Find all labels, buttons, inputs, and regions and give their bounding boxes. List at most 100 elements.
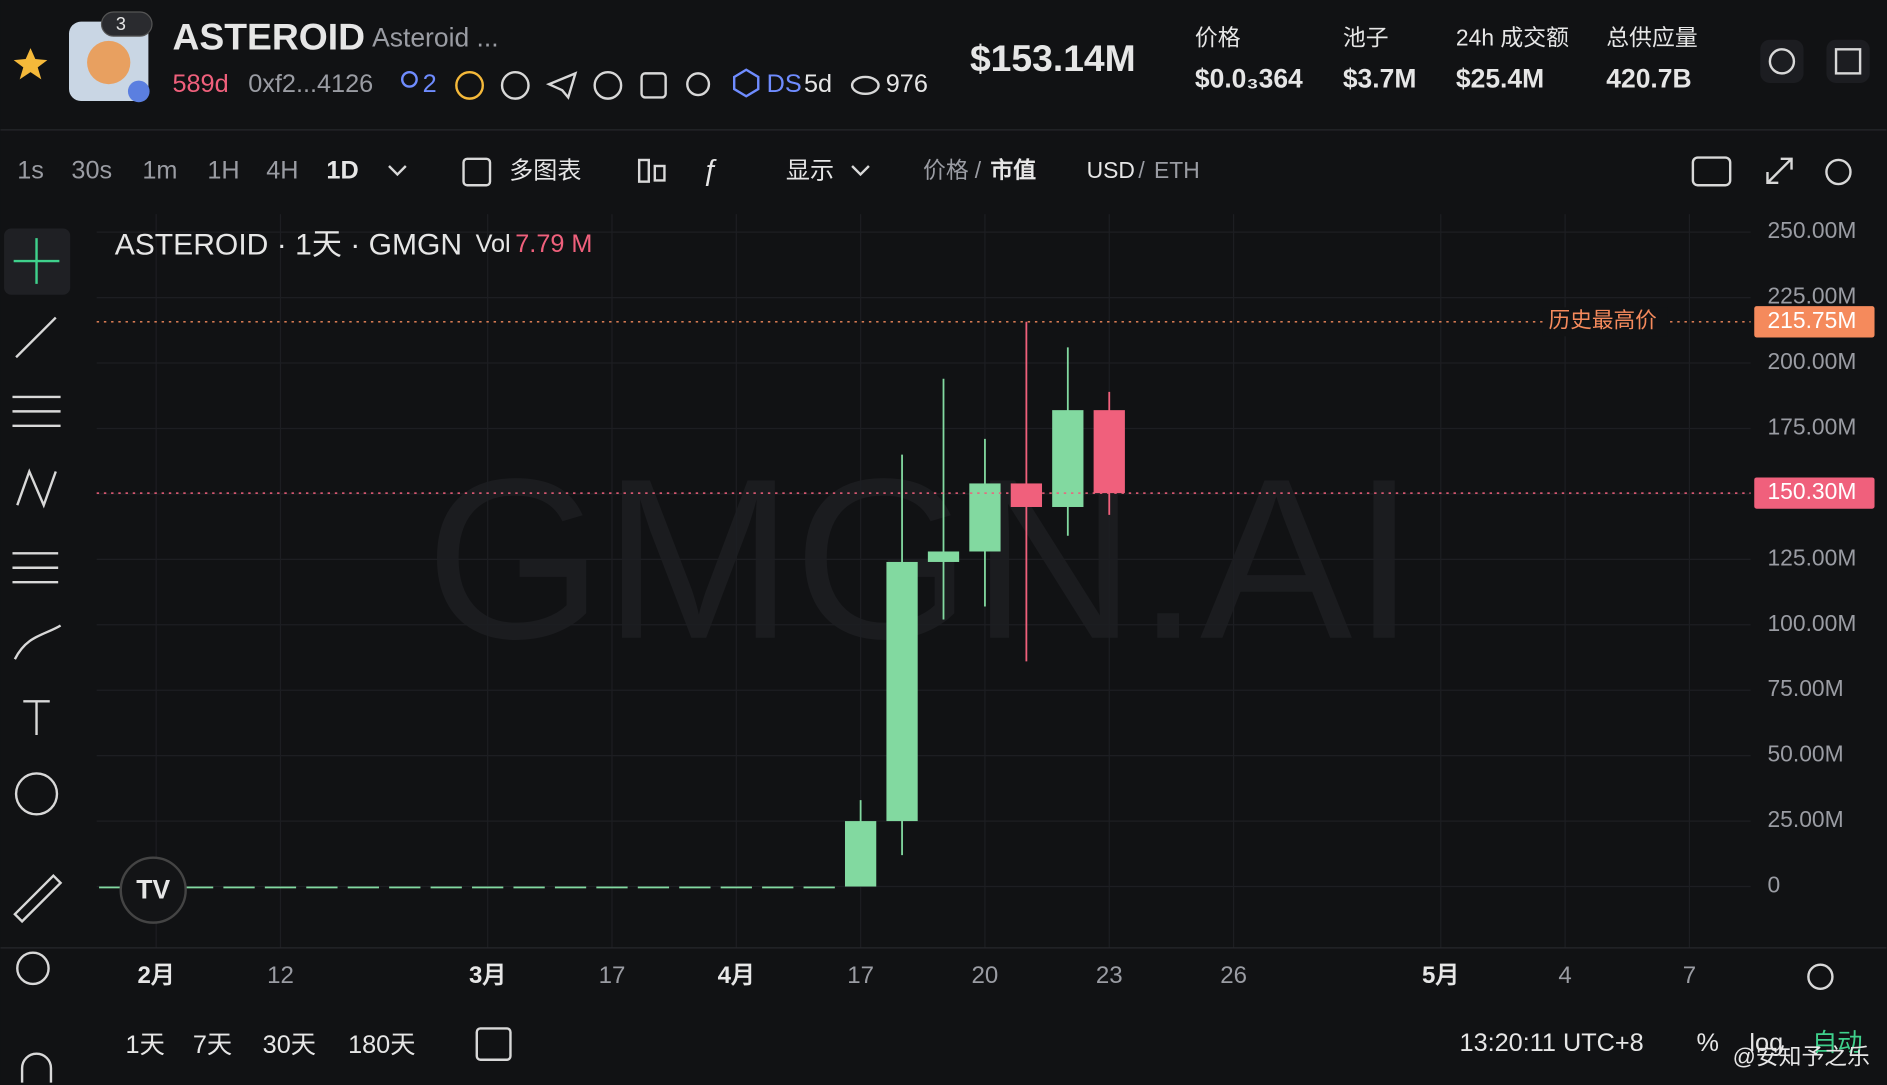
zoom-tool[interactable] xyxy=(16,951,50,986)
ds-age: 5d xyxy=(804,70,832,98)
candle-body xyxy=(844,821,877,887)
settings-icon[interactable] xyxy=(1825,158,1852,186)
ds-icon xyxy=(732,68,760,98)
y-tick-label: 25.00M xyxy=(1767,806,1843,832)
token-address[interactable]: 0xf2...4126 xyxy=(248,70,373,98)
ranges: 1天 7天 30天 180天 xyxy=(126,1031,416,1059)
screenshot-icon[interactable] xyxy=(1691,156,1732,187)
chart-title: ASTEROID · 1天 · GMGN xyxy=(115,229,462,262)
stat-label: 价格 xyxy=(1195,25,1241,51)
y-tick-label: 250.00M xyxy=(1767,217,1856,243)
auto-toggle[interactable]: 自动 xyxy=(1812,1029,1863,1057)
note-icon[interactable] xyxy=(640,72,667,99)
add-button[interactable] xyxy=(1760,39,1804,83)
line-tool[interactable] xyxy=(15,316,57,359)
currency-eth[interactable]: ETH xyxy=(1154,157,1200,183)
y-tick-label: 175.00M xyxy=(1767,413,1856,439)
candle-body xyxy=(513,886,545,889)
candle-body xyxy=(762,886,794,889)
interval[interactable]: 1D xyxy=(326,157,358,185)
interval[interactable]: 30s xyxy=(71,157,112,185)
volume-label: Vol xyxy=(476,230,511,258)
mcap-mode[interactable]: 市值 xyxy=(990,157,1036,183)
chart-icon[interactable] xyxy=(593,70,623,100)
warning-icon[interactable] xyxy=(455,70,484,100)
fib-tool[interactable] xyxy=(12,395,61,428)
credit: @安知予之乐 xyxy=(1733,1044,1870,1070)
x-tick-label: 7 xyxy=(1683,962,1696,989)
price-tag xyxy=(1754,477,1875,509)
interval[interactable]: 4H xyxy=(266,157,298,185)
x-tick-label: 4 xyxy=(1558,962,1571,989)
ruler-tool[interactable] xyxy=(13,873,63,924)
tradingview-mark: TV xyxy=(136,874,170,904)
y-tick-label: 125.00M xyxy=(1767,544,1856,570)
interval-dropdown[interactable] xyxy=(388,165,407,177)
y-tick-label: 75.00M xyxy=(1767,675,1843,701)
candle-body xyxy=(596,886,628,889)
range[interactable]: 30天 xyxy=(263,1031,316,1059)
candle-body xyxy=(720,886,752,889)
fullscreen-icon[interactable] xyxy=(1766,157,1793,185)
ds-label[interactable]: DS xyxy=(767,70,802,98)
projection-tool[interactable] xyxy=(12,552,59,584)
display-menu[interactable]: 显示 xyxy=(786,157,834,184)
magnet-tool[interactable] xyxy=(20,1052,53,1083)
telegram-icon[interactable] xyxy=(545,71,578,100)
token-name: Asteroid ... xyxy=(372,23,498,53)
tradingview-logo[interactable] xyxy=(119,856,187,924)
candle-body xyxy=(927,551,960,562)
multi-chart[interactable]: 多图表 xyxy=(509,157,581,184)
stats: 价格 $0.0₃364 池子 $3.7M 24h 成交额 $25.4M 总供应量 420.7B xyxy=(1195,25,1698,94)
clock: 13:20:11 UTC+8 xyxy=(1460,1029,1644,1057)
website-icon[interactable] xyxy=(500,70,530,100)
candle-body xyxy=(223,886,255,889)
candle-body xyxy=(554,886,587,889)
log-toggle[interactable]: log xyxy=(1749,1029,1783,1057)
stat-value: $3.7M xyxy=(1343,64,1417,94)
pattern-tool[interactable] xyxy=(16,468,57,509)
favorite-star[interactable] xyxy=(13,48,48,80)
interval[interactable]: 1s xyxy=(17,157,44,185)
text-tool[interactable] xyxy=(23,700,50,735)
stat-value: $0.0₃364 xyxy=(1195,64,1303,94)
candle-body xyxy=(803,886,835,889)
emoji-tool[interactable] xyxy=(14,772,59,816)
stat-label: 总供应量 xyxy=(1606,25,1697,51)
candle-body xyxy=(1093,410,1125,494)
price-line-text: 历史最高价 xyxy=(1549,308,1657,333)
currency-usd[interactable]: USD xyxy=(1087,157,1135,183)
interval[interactable]: 1m xyxy=(142,157,177,185)
price-tag-label: 150.30M xyxy=(1767,478,1856,504)
date-range-icon[interactable] xyxy=(475,1027,512,1061)
candle-body xyxy=(264,886,297,889)
candle-body xyxy=(99,886,131,889)
panel-button[interactable] xyxy=(1826,39,1870,83)
range[interactable]: 7天 xyxy=(193,1031,232,1059)
market-cap: $153.14M xyxy=(970,37,1136,79)
display-dropdown[interactable] xyxy=(851,165,870,177)
axis-settings[interactable] xyxy=(1807,963,1834,990)
views: 976 xyxy=(886,70,928,98)
avatar-face xyxy=(87,40,131,85)
x-tick-label: 12 xyxy=(267,962,294,989)
x-tick-label: 17 xyxy=(599,962,626,989)
candle-type-icon[interactable] xyxy=(637,158,650,183)
multi-chart-checkbox[interactable] xyxy=(462,157,492,187)
candle-body xyxy=(969,483,1001,552)
badge-count: 3 xyxy=(116,14,126,34)
candle-body xyxy=(886,561,918,822)
interval[interactable]: 1H xyxy=(207,157,239,185)
range[interactable]: 180天 xyxy=(348,1031,415,1059)
token-age: 589d xyxy=(172,70,228,98)
search-icon[interactable] xyxy=(686,72,711,97)
candle-body xyxy=(1010,483,1043,507)
percent-toggle[interactable]: % xyxy=(1697,1029,1719,1057)
brush-tool[interactable] xyxy=(13,624,62,660)
range[interactable]: 1天 xyxy=(126,1031,165,1059)
indicator-icon[interactable]: ƒ xyxy=(702,155,718,187)
stat-label: 池子 xyxy=(1343,25,1389,51)
badge-box xyxy=(100,11,153,37)
candle-body xyxy=(637,886,670,889)
price-mode[interactable]: 价格 xyxy=(923,157,969,183)
